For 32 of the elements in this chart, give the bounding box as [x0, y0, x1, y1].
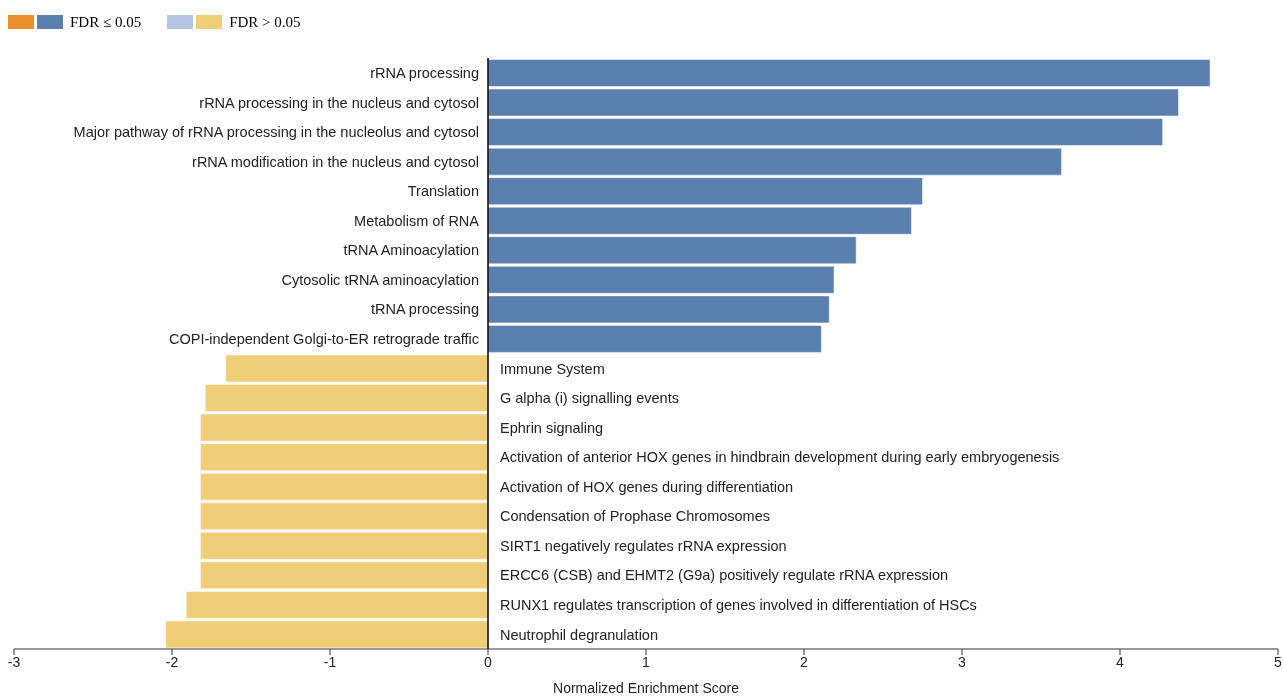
y-tick-label: Metabolism of RNA	[354, 212, 480, 229]
y-tick-label: tRNA Aminoacylation	[343, 242, 479, 259]
y-tick-label: Ephrin signaling	[500, 419, 604, 436]
y-tick-label: Translation	[407, 183, 479, 200]
x-tick-label: 5	[1274, 653, 1283, 670]
legend-label: FDR > 0.05	[229, 13, 301, 31]
y-tick-label: Neutrophil degranulation	[500, 626, 658, 643]
y-tick-label: Major pathway of rRNA processing in the nucleolus and cytosol	[73, 124, 479, 141]
x-tick-label: 1	[642, 653, 651, 670]
y-tick-label: tRNA processing	[371, 301, 479, 318]
y-tick-label: rRNA modification in the nucleus and cytosol	[192, 153, 479, 170]
y-tick-label: Immune System	[500, 360, 605, 377]
y-tick-label: Condensation of Prophase Chromosomes	[500, 508, 771, 525]
y-tick-label: Activation of HOX genes during differentiation	[500, 478, 794, 495]
x-axis-title: Normalized Enrichment Score	[553, 680, 740, 696]
x-tick-label: 4	[1116, 653, 1125, 670]
x-tick-label: 2	[800, 653, 809, 670]
y-tick-label: rRNA processing in the nucleus and cytosol	[199, 94, 479, 111]
y-tick-label: RUNX1 regulates transcription of genes involved in differentiation of HSCs	[500, 596, 977, 613]
y-tick-label: SIRT1 negatively regulates rRNA expression	[500, 537, 787, 554]
y-tick-label: COPI-independent Golgi-to-ER retrograde traffic	[168, 331, 479, 347]
x-tick-label: -1	[323, 653, 337, 670]
y-tick-label: Activation of anterior HOX genes in hindbrain development during early embryogenesis	[500, 449, 1060, 466]
y-tick-label: G alpha (i) signalling events	[500, 390, 679, 407]
x-tick-label: 3	[958, 653, 967, 670]
y-tick-label: Cytosolic tRNA aminoacylation	[281, 271, 479, 288]
x-tick-label: 0	[484, 653, 493, 670]
y-tick-label: ERCC6 (CSB) and EHMT2 (G9a) positively regulate rRNA expression	[500, 567, 949, 584]
y-tick-label: rRNA processing	[370, 65, 479, 82]
legend-label: FDR ≤ 0.05	[70, 13, 142, 31]
x-tick-label: -3	[7, 653, 21, 670]
x-tick-label: -2	[165, 653, 179, 670]
